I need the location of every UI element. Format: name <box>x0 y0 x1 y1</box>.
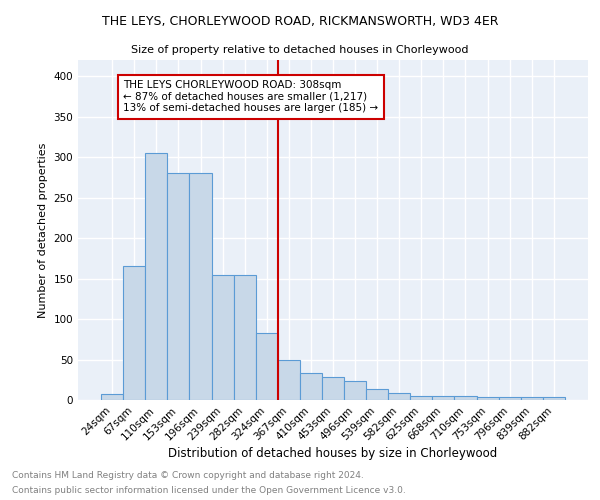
Bar <box>499 397 521 400</box>
Text: Contains public sector information licensed under the Open Government Licence v3: Contains public sector information licen… <box>12 486 406 495</box>
Bar <box>410 396 433 400</box>
Bar <box>123 266 145 400</box>
Bar <box>167 174 190 400</box>
Bar <box>344 380 366 400</box>
Text: THE LEYS, CHORLEYWOOD ROAD, RICKMANSWORTH, WD3 4ER: THE LEYS, CHORLEYWOOD ROAD, RICKMANSWORT… <box>102 15 498 28</box>
Bar <box>521 397 543 400</box>
Bar <box>366 390 388 400</box>
Bar <box>190 174 212 400</box>
Text: Contains HM Land Registry data © Crown copyright and database right 2024.: Contains HM Land Registry data © Crown c… <box>12 471 364 480</box>
Bar <box>476 397 499 400</box>
Bar <box>454 396 476 400</box>
Text: THE LEYS CHORLEYWOOD ROAD: 308sqm
← 87% of detached houses are smaller (1,217)
1: THE LEYS CHORLEYWOOD ROAD: 308sqm ← 87% … <box>123 80 379 114</box>
Bar <box>101 394 123 400</box>
Bar <box>145 153 167 400</box>
Bar <box>212 274 233 400</box>
Bar <box>388 392 410 400</box>
Text: Size of property relative to detached houses in Chorleywood: Size of property relative to detached ho… <box>131 45 469 55</box>
Bar <box>543 397 565 400</box>
Bar <box>256 333 278 400</box>
Bar <box>233 274 256 400</box>
Y-axis label: Number of detached properties: Number of detached properties <box>38 142 48 318</box>
X-axis label: Distribution of detached houses by size in Chorleywood: Distribution of detached houses by size … <box>169 448 497 460</box>
Bar <box>322 378 344 400</box>
Bar <box>433 396 454 400</box>
Bar <box>300 374 322 400</box>
Bar <box>278 360 300 400</box>
